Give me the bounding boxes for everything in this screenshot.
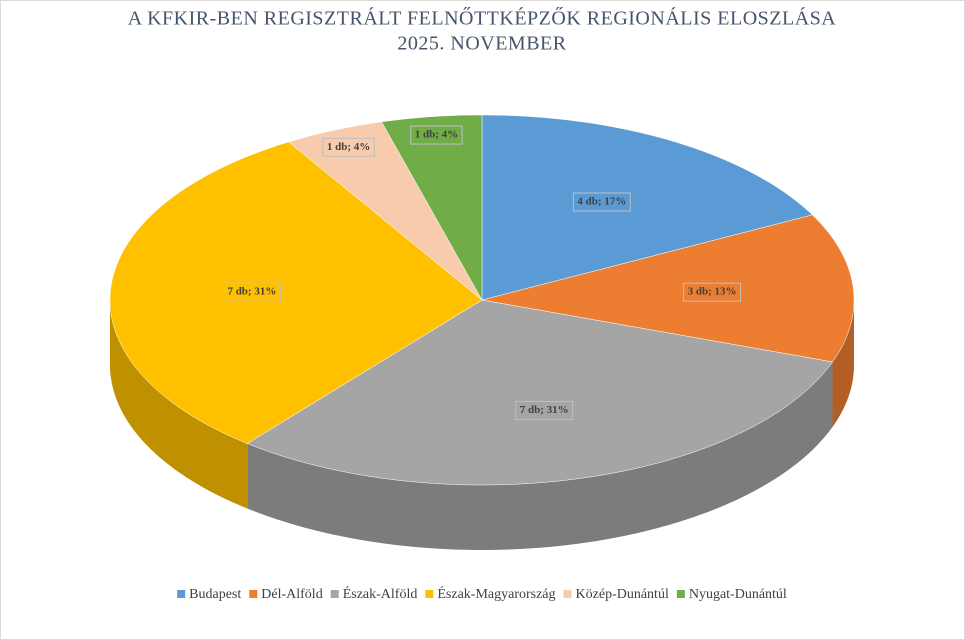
legend-swatch [563, 590, 572, 598]
data-label: 4 db; 17% [577, 196, 626, 208]
chart-subtitle: 2025. NOVEMBER [397, 33, 566, 55]
data-label: 7 db; 31% [520, 404, 569, 416]
legend-swatch [425, 590, 434, 598]
data-label-box [683, 282, 742, 302]
data-label-box [322, 137, 375, 157]
legend-swatch [249, 590, 258, 598]
legend-swatch [177, 590, 186, 598]
data-label: 1 db; 4% [415, 129, 458, 141]
slice [109, 141, 483, 444]
chart-title: A KFKIR-BEN REGISZTRÁLT FELNŐTTKÉPZŐK RE… [128, 6, 837, 30]
data-label: 7 db; 31% [227, 286, 276, 298]
legend-label: Észak-Alföld [343, 585, 418, 602]
slice [481, 114, 813, 301]
legend-label: Budapest [189, 587, 241, 602]
slice [246, 299, 833, 486]
legend-swatch [330, 590, 339, 598]
legend-label: Dél-Alföld [261, 587, 322, 602]
data-label-box [572, 192, 631, 212]
slice-side [110, 300, 248, 509]
legend-label: Nyugat-Dunántúl [689, 587, 787, 602]
legend-swatch [676, 590, 685, 598]
slice [288, 121, 483, 301]
slice-side [247, 361, 833, 550]
data-label: 1 db; 4% [327, 141, 370, 153]
data-label-box [515, 400, 574, 420]
legend-label: Közép-Dunántúl [576, 587, 669, 602]
slice [481, 214, 855, 363]
data-label-box [222, 282, 281, 302]
legend-label: Észak-Magyarország [437, 585, 555, 602]
data-label: 3 db; 13% [688, 286, 737, 298]
slice [381, 114, 483, 301]
data-label-box [410, 125, 463, 145]
